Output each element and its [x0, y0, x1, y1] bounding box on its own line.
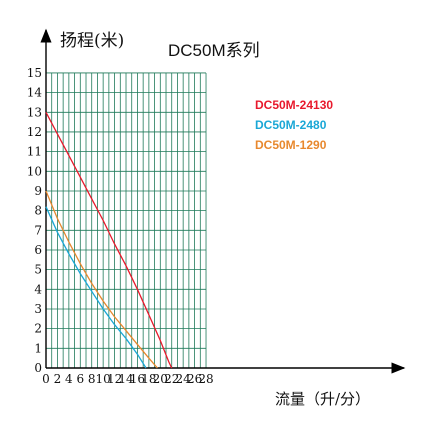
axes [40, 28, 406, 374]
legend-entry: DC50M-24130 [255, 98, 333, 112]
y-tick-label: 14 [27, 86, 43, 100]
x-tick-label: 12 [107, 372, 122, 386]
chart-title: DC50M系列 [168, 41, 260, 60]
grid-lines [46, 72, 207, 368]
series-line [45, 206, 147, 369]
y-tick-label: 8 [34, 204, 42, 218]
y-tick-label: 5 [34, 263, 42, 277]
x-tick-label: 18 [141, 372, 156, 386]
x-tick-label: 4 [65, 372, 73, 386]
y-tick-label: 3 [34, 302, 42, 316]
x-tick-label: 10 [96, 372, 111, 386]
y-tick-label: 6 [34, 243, 42, 257]
legend-entry: DC50M-2480 [255, 118, 327, 132]
series-line [45, 111, 173, 369]
legend: DC50M-24130 DC50M-2480 DC50M-1290 [255, 98, 333, 152]
x-tick-label: 24 [176, 372, 192, 386]
x-tick-label: 8 [88, 372, 96, 386]
x-tick-label: 6 [76, 372, 84, 386]
y-tick-label: 13 [27, 105, 42, 119]
y-tick-label: 10 [27, 164, 42, 178]
x-tick-label: 2 [54, 372, 62, 386]
y-tick-label: 1 [34, 341, 42, 355]
x-tick-label: 28 [198, 372, 213, 386]
series-lines [45, 111, 173, 369]
tick-labels: 0 2 4 6 8 10121416182022242628012345678910111… [27, 66, 214, 386]
y-tick-label: 2 [34, 322, 42, 336]
x-tick-label: 14 [118, 372, 134, 386]
series-line [45, 190, 158, 369]
y-tick-label: 7 [34, 223, 42, 237]
x-tick-label: 26 [187, 372, 202, 386]
y-tick-label: 12 [27, 125, 42, 139]
legend-entry: DC50M-1290 [255, 138, 327, 152]
y-tick-label: 15 [27, 66, 42, 80]
x-tick-label: 0 [42, 372, 50, 386]
y-axis-label: 扬程(米) [60, 31, 124, 51]
y-tick-label: 11 [27, 145, 42, 159]
x-axis-label: 流量（升/分） [275, 390, 370, 408]
y-tick-label: 4 [34, 282, 42, 296]
x-tick-label: 16 [130, 372, 145, 386]
y-tick-label: 0 [34, 361, 42, 375]
x-tick-label: 22 [164, 372, 179, 386]
y-tick-label: 9 [34, 184, 42, 198]
x-tick-label: 20 [153, 372, 168, 386]
